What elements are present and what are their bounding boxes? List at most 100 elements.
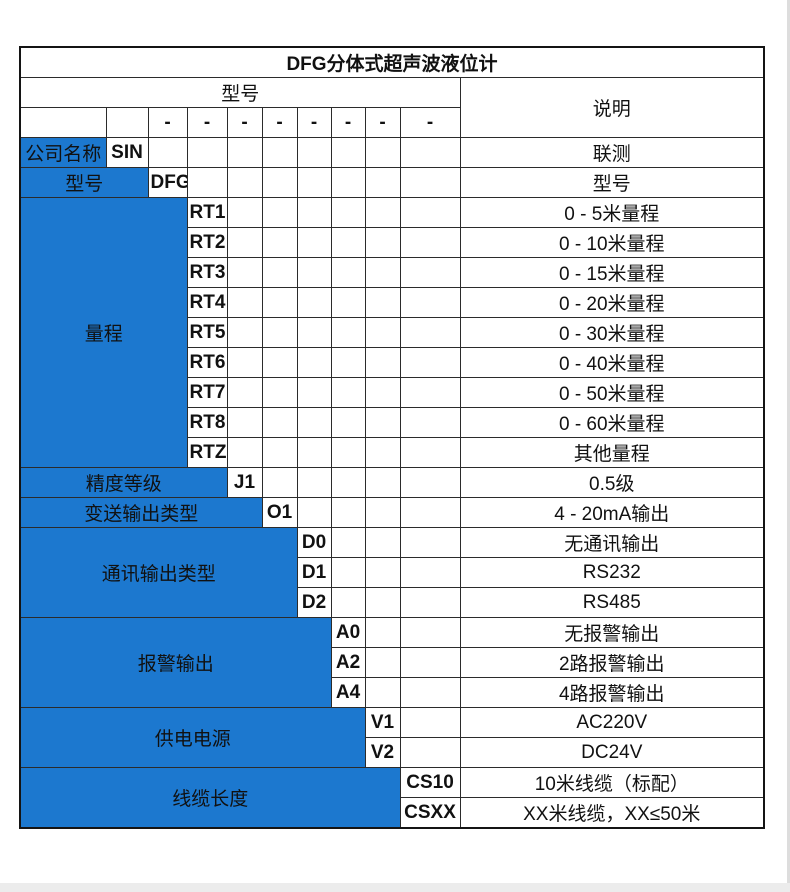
empty-cell	[19, 107, 107, 138]
desc-d2: RS485	[459, 587, 765, 618]
empty-cell	[296, 497, 332, 528]
empty-cell	[399, 677, 461, 708]
desc-dfg: 型号	[459, 167, 765, 198]
empty-cell	[296, 227, 332, 258]
desc-rt7: 0 - 50米量程	[459, 377, 765, 408]
empty-cell	[296, 167, 332, 198]
empty-cell	[105, 107, 149, 138]
empty-cell	[364, 527, 401, 558]
empty-cell	[399, 197, 461, 228]
code-v1: V1	[364, 707, 401, 738]
empty-cell	[226, 407, 263, 438]
empty-cell	[226, 227, 263, 258]
page-bottom-edge	[0, 883, 790, 892]
empty-cell	[261, 257, 298, 288]
empty-cell	[330, 137, 366, 168]
empty-cell	[330, 497, 366, 528]
empty-cell	[364, 317, 401, 348]
separator-cell: -	[147, 107, 188, 138]
empty-cell	[399, 407, 461, 438]
desc-rt1: 0 - 5米量程	[459, 197, 765, 228]
empty-cell	[330, 167, 366, 198]
empty-cell	[186, 167, 228, 198]
empty-cell	[330, 557, 366, 588]
empty-cell	[296, 317, 332, 348]
empty-cell	[330, 227, 366, 258]
desc-v1: AC220V	[459, 707, 765, 738]
empty-cell	[399, 707, 461, 738]
empty-cell	[296, 197, 332, 228]
code-rt6: RT6	[186, 347, 228, 378]
empty-cell	[226, 377, 263, 408]
empty-cell	[186, 137, 228, 168]
empty-cell	[364, 137, 401, 168]
separator-cell: -	[364, 107, 401, 138]
empty-cell	[399, 287, 461, 318]
empty-cell	[399, 437, 461, 468]
desc-j1: 0.5级	[459, 467, 765, 498]
empty-cell	[330, 407, 366, 438]
empty-cell	[364, 287, 401, 318]
empty-cell	[296, 287, 332, 318]
desc-o1: 4 - 20mA输出	[459, 497, 765, 528]
empty-cell	[330, 587, 366, 618]
empty-cell	[364, 587, 401, 618]
empty-cell	[296, 377, 332, 408]
empty-cell	[399, 647, 461, 678]
page-right-edge	[787, 0, 790, 892]
separator-cell: -	[330, 107, 366, 138]
code-a4: A4	[330, 677, 366, 708]
empty-cell	[261, 467, 298, 498]
separator-cell: -	[226, 107, 263, 138]
separator-cell: -	[399, 107, 461, 138]
desc-rt3: 0 - 15米量程	[459, 257, 765, 288]
desc-a2: 2路报警输出	[459, 647, 765, 678]
empty-cell	[364, 467, 401, 498]
empty-cell	[399, 497, 461, 528]
description-column-header: 说明	[459, 77, 765, 138]
empty-cell	[296, 257, 332, 288]
empty-cell	[261, 407, 298, 438]
empty-cell	[364, 377, 401, 408]
code-dfg: DFG	[147, 167, 188, 198]
code-d2: D2	[296, 587, 332, 618]
empty-cell	[261, 197, 298, 228]
empty-cell	[296, 407, 332, 438]
code-a0: A0	[330, 617, 366, 648]
empty-cell	[330, 197, 366, 228]
desc-rt6: 0 - 40米量程	[459, 347, 765, 378]
empty-cell	[226, 437, 263, 468]
code-csxx: CSXX	[399, 797, 461, 829]
code-rt2: RT2	[186, 227, 228, 258]
empty-cell	[330, 347, 366, 378]
empty-cell	[364, 497, 401, 528]
empty-cell	[330, 317, 366, 348]
empty-cell	[399, 527, 461, 558]
empty-cell	[261, 437, 298, 468]
desc-d0: 无通讯输出	[459, 527, 765, 558]
code-rt7: RT7	[186, 377, 228, 408]
empty-cell	[296, 137, 332, 168]
code-d1: D1	[296, 557, 332, 588]
empty-cell	[399, 257, 461, 288]
section-label-company: 公司名称	[19, 137, 107, 168]
desc-cs10: 10米线缆（标配）	[459, 767, 765, 798]
empty-cell	[261, 317, 298, 348]
code-cs10: CS10	[399, 767, 461, 798]
empty-cell	[364, 197, 401, 228]
empty-cell	[399, 467, 461, 498]
section-label-alarm-output: 报警输出	[19, 617, 332, 708]
empty-cell	[261, 377, 298, 408]
empty-cell	[147, 137, 188, 168]
desc-rt5: 0 - 30米量程	[459, 317, 765, 348]
desc-a0: 无报警输出	[459, 617, 765, 648]
table-title: DFG分体式超声波液位计	[19, 46, 765, 78]
empty-cell	[364, 557, 401, 588]
empty-cell	[330, 287, 366, 318]
section-label-range: 量程	[19, 197, 188, 468]
empty-cell	[261, 137, 298, 168]
empty-cell	[226, 197, 263, 228]
empty-cell	[399, 617, 461, 648]
empty-cell	[364, 227, 401, 258]
model-selection-table: DFG分体式超声波液位计 型号 说明 - - - - - - - - 公司名称 …	[19, 46, 766, 829]
